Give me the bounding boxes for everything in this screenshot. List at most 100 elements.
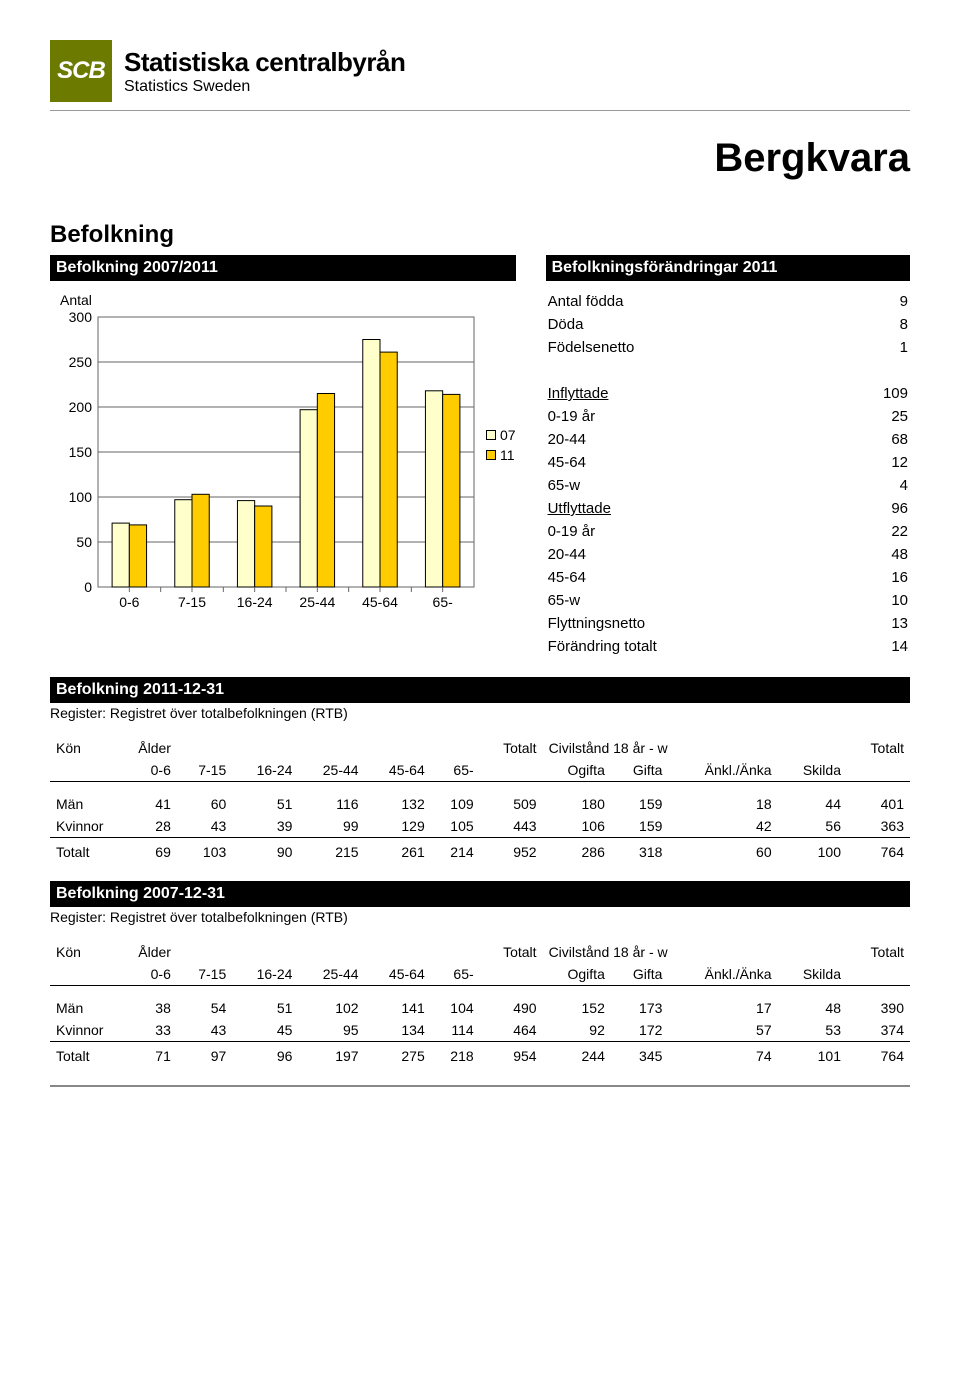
- cell: 129: [365, 815, 431, 838]
- cell: 92: [543, 1019, 611, 1042]
- col-header: [480, 963, 543, 986]
- cell: 44: [778, 782, 847, 816]
- cell: 363: [847, 815, 910, 838]
- logo-line2: Statistics Sweden: [124, 78, 405, 96]
- cell: 106: [543, 815, 611, 838]
- cell: 43: [177, 1019, 232, 1042]
- cell: Totalt: [50, 838, 132, 864]
- col-header: Kön: [50, 941, 132, 963]
- col-header: 25-44: [298, 963, 364, 986]
- bar-chart-svg: Antal0501001502002503000-67-1516-2425-44…: [50, 287, 480, 617]
- stat-label: 65-w: [548, 590, 840, 611]
- stat-label: 45-64: [548, 452, 840, 473]
- legend-swatch: [486, 430, 496, 440]
- stat-value: 1: [841, 337, 908, 358]
- cell: 95: [298, 1019, 364, 1042]
- col-header: Änkl./Änka: [668, 963, 777, 986]
- col-header: 7-15: [177, 963, 232, 986]
- cell: 96: [232, 1042, 298, 1068]
- cell: Män: [50, 782, 132, 816]
- cell: 56: [778, 815, 847, 838]
- changes-header: Befolkningsförändringar 2011: [546, 255, 910, 281]
- cell: 261: [365, 838, 431, 864]
- col-header: 0-6: [132, 759, 177, 782]
- svg-text:45-64: 45-64: [362, 594, 398, 610]
- col-header: Totalt: [847, 941, 910, 963]
- col-header: 25-44: [298, 759, 364, 782]
- svg-text:50: 50: [76, 534, 92, 550]
- svg-text:65-: 65-: [433, 594, 454, 610]
- svg-text:150: 150: [69, 444, 93, 460]
- cell: 51: [232, 782, 298, 816]
- svg-text:16-24: 16-24: [237, 594, 273, 610]
- cell: 152: [543, 986, 611, 1020]
- stat-label: Inflyttade: [548, 383, 840, 404]
- cell: 132: [365, 782, 431, 816]
- col-header: [847, 759, 910, 782]
- svg-text:0: 0: [84, 579, 92, 595]
- col-header: 65-: [431, 963, 480, 986]
- cell: 764: [847, 838, 910, 864]
- stat-value: 4: [841, 475, 908, 496]
- cell: 38: [132, 986, 177, 1020]
- changes-table: Antal födda9Döda8Födelsenetto1 Inflyttad…: [546, 289, 910, 659]
- legend-label: 07: [500, 427, 516, 443]
- cell: 114: [431, 1019, 480, 1042]
- pop2007-header: Befolkning 2007-12-31: [50, 881, 910, 907]
- chart-header: Befolkning 2007/2011: [50, 255, 516, 281]
- cell: 180: [543, 782, 611, 816]
- svg-text:100: 100: [69, 489, 93, 505]
- svg-text:Antal: Antal: [60, 292, 92, 308]
- svg-text:200: 200: [69, 399, 93, 415]
- cell: 43: [177, 815, 232, 838]
- stat-label: 0-19 år: [548, 406, 840, 427]
- stat-label: 0-19 år: [548, 521, 840, 542]
- cell: 54: [177, 986, 232, 1020]
- cell: 374: [847, 1019, 910, 1042]
- cell: Kvinnor: [50, 1019, 132, 1042]
- stat-value: 8: [841, 314, 908, 335]
- logo-text: Statistiska centralbyrån Statistics Swed…: [124, 47, 405, 96]
- cell: 318: [611, 838, 669, 864]
- cell: 28: [132, 815, 177, 838]
- svg-text:250: 250: [69, 354, 93, 370]
- cell: 99: [298, 815, 364, 838]
- cell: 48: [778, 986, 847, 1020]
- legend-item: 11: [486, 447, 516, 463]
- page-title: Bergkvara: [50, 136, 910, 181]
- cell: 141: [365, 986, 431, 1020]
- cell: 116: [298, 782, 364, 816]
- cell: 97: [177, 1042, 232, 1068]
- cell: 42: [668, 815, 777, 838]
- population-chart: Antal0501001502002503000-67-1516-2425-44…: [50, 287, 516, 617]
- stat-label: 20-44: [548, 544, 840, 565]
- stat-label: Flyttningsnetto: [548, 613, 840, 634]
- stat-label: 45-64: [548, 567, 840, 588]
- cell: Män: [50, 986, 132, 1020]
- cell: 17: [668, 986, 777, 1020]
- cell: 39: [232, 815, 298, 838]
- cell: 275: [365, 1042, 431, 1068]
- col-header: [50, 963, 132, 986]
- col-header: Ålder: [132, 737, 479, 759]
- pop2007-note: Register: Registret över totalbefolkning…: [50, 909, 910, 925]
- stat-label: 20-44: [548, 429, 840, 450]
- col-header: Ålder: [132, 941, 479, 963]
- cell: 215: [298, 838, 364, 864]
- cell: 90: [232, 838, 298, 864]
- chart-legend: 0711: [486, 287, 516, 463]
- col-header: 45-64: [365, 759, 431, 782]
- stat-label: Döda: [548, 314, 840, 335]
- col-header: Skilda: [778, 963, 847, 986]
- col-header: Kön: [50, 737, 132, 759]
- col-header: [50, 759, 132, 782]
- cell: 218: [431, 1042, 480, 1068]
- col-header: 65-: [431, 759, 480, 782]
- cell: 18: [668, 782, 777, 816]
- cell: 159: [611, 815, 669, 838]
- col-header: 7-15: [177, 759, 232, 782]
- svg-text:25-44: 25-44: [299, 594, 335, 610]
- legend-item: 07: [486, 427, 516, 443]
- logo-icon: SCB: [50, 40, 112, 102]
- cell: 214: [431, 838, 480, 864]
